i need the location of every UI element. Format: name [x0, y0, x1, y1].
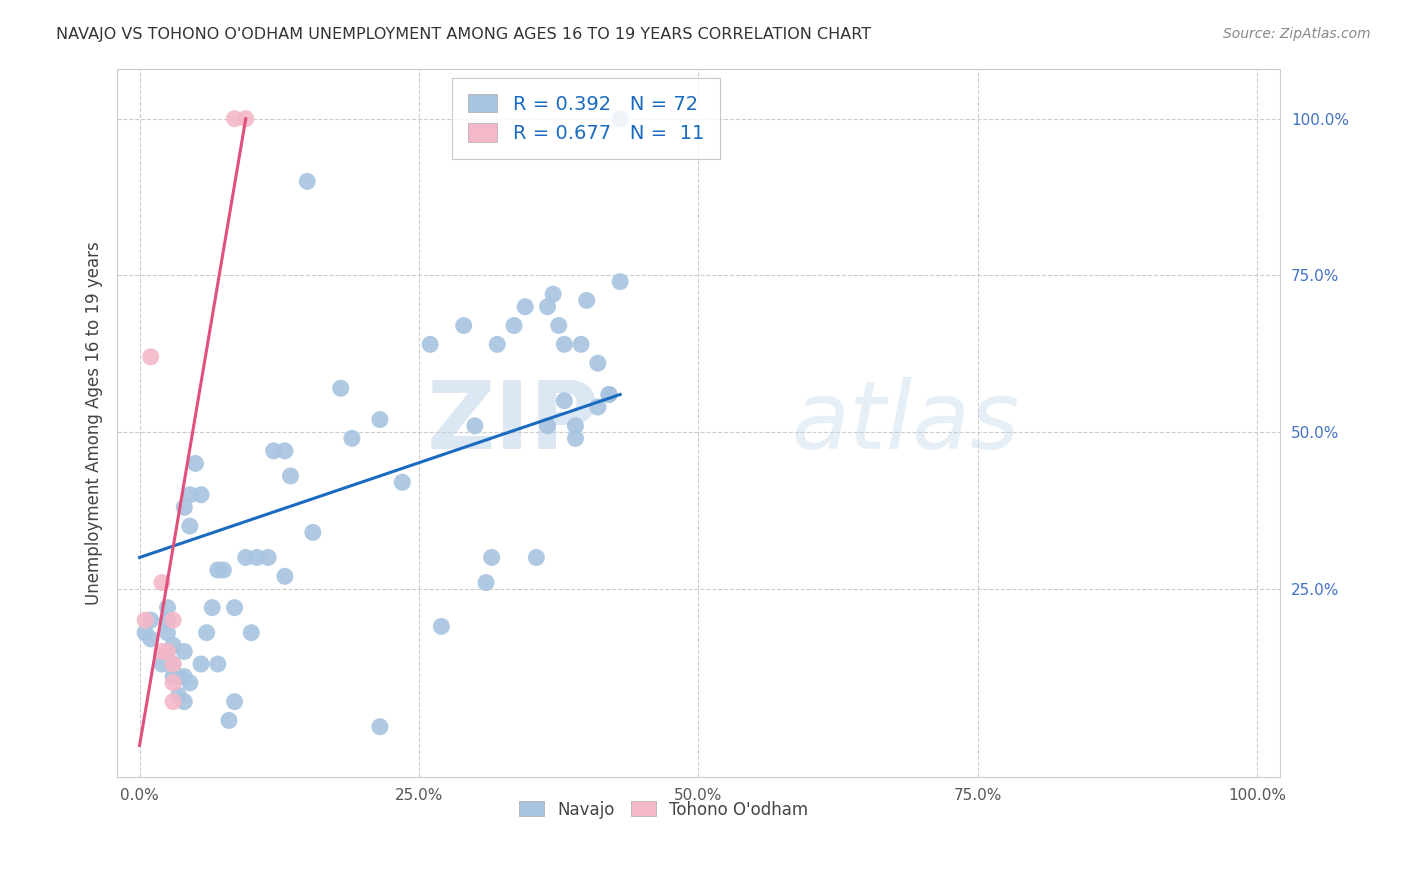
Legend: Navajo, Tohono O'odham: Navajo, Tohono O'odham — [512, 794, 815, 825]
Point — [503, 318, 526, 333]
Point — [274, 569, 297, 583]
Point — [212, 563, 235, 577]
Point — [515, 300, 537, 314]
Point — [162, 676, 184, 690]
Point — [139, 632, 162, 646]
Point — [301, 525, 323, 540]
Point — [340, 431, 363, 445]
Text: ZIP: ZIP — [427, 376, 599, 468]
Point — [201, 600, 224, 615]
Point — [173, 695, 195, 709]
Point — [179, 519, 201, 533]
Point — [536, 300, 558, 314]
Point — [564, 431, 586, 445]
Point — [246, 550, 269, 565]
Point — [235, 550, 257, 565]
Point — [139, 613, 162, 627]
Point — [156, 644, 179, 658]
Point — [541, 287, 564, 301]
Text: Source: ZipAtlas.com: Source: ZipAtlas.com — [1223, 27, 1371, 41]
Point — [569, 337, 592, 351]
Point — [486, 337, 509, 351]
Text: NAVAJO VS TOHONO O'ODHAM UNEMPLOYMENT AMONG AGES 16 TO 19 YEARS CORRELATION CHAR: NAVAJO VS TOHONO O'ODHAM UNEMPLOYMENT AM… — [56, 27, 872, 42]
Point — [391, 475, 413, 490]
Point — [167, 689, 190, 703]
Point — [419, 337, 441, 351]
Point — [207, 563, 229, 577]
Point — [235, 112, 257, 126]
Text: atlas: atlas — [792, 377, 1019, 468]
Point — [430, 619, 453, 633]
Point — [218, 714, 240, 728]
Point — [134, 613, 156, 627]
Point — [173, 669, 195, 683]
Point — [162, 638, 184, 652]
Point — [598, 387, 620, 401]
Point — [134, 625, 156, 640]
Point — [190, 488, 212, 502]
Point — [162, 613, 184, 627]
Point — [609, 112, 631, 126]
Point — [586, 400, 609, 414]
Point — [156, 600, 179, 615]
Point — [553, 393, 575, 408]
Point — [190, 657, 212, 671]
Point — [609, 275, 631, 289]
Point — [184, 457, 207, 471]
Point — [475, 575, 498, 590]
Point — [240, 625, 263, 640]
Point — [156, 644, 179, 658]
Point — [167, 669, 190, 683]
Point — [162, 657, 184, 671]
Point — [207, 657, 229, 671]
Point — [139, 350, 162, 364]
Point — [162, 669, 184, 683]
Point — [257, 550, 280, 565]
Point — [162, 695, 184, 709]
Point — [156, 613, 179, 627]
Point — [329, 381, 352, 395]
Point — [162, 657, 184, 671]
Point — [453, 318, 475, 333]
Point — [553, 337, 575, 351]
Point — [536, 418, 558, 433]
Point — [179, 676, 201, 690]
Point — [524, 550, 547, 565]
Point — [598, 387, 620, 401]
Point — [564, 418, 586, 433]
Point — [150, 657, 173, 671]
Point — [586, 356, 609, 370]
Point — [179, 488, 201, 502]
Point — [280, 469, 302, 483]
Point — [150, 575, 173, 590]
Point — [173, 500, 195, 515]
Point — [481, 550, 503, 565]
Point — [156, 625, 179, 640]
Point — [368, 720, 391, 734]
Point — [575, 293, 598, 308]
Point — [263, 443, 285, 458]
Point — [195, 625, 218, 640]
Y-axis label: Unemployment Among Ages 16 to 19 years: Unemployment Among Ages 16 to 19 years — [86, 241, 103, 605]
Point — [368, 412, 391, 426]
Point — [224, 112, 246, 126]
Point — [464, 418, 486, 433]
Point — [173, 644, 195, 658]
Point — [224, 600, 246, 615]
Point — [547, 318, 569, 333]
Point — [297, 174, 319, 188]
Point — [274, 443, 297, 458]
Point — [150, 644, 173, 658]
Point — [224, 695, 246, 709]
